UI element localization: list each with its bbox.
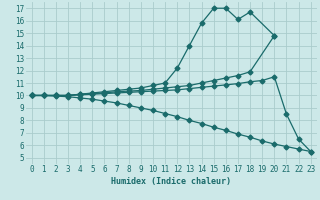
X-axis label: Humidex (Indice chaleur): Humidex (Indice chaleur) xyxy=(111,177,231,186)
